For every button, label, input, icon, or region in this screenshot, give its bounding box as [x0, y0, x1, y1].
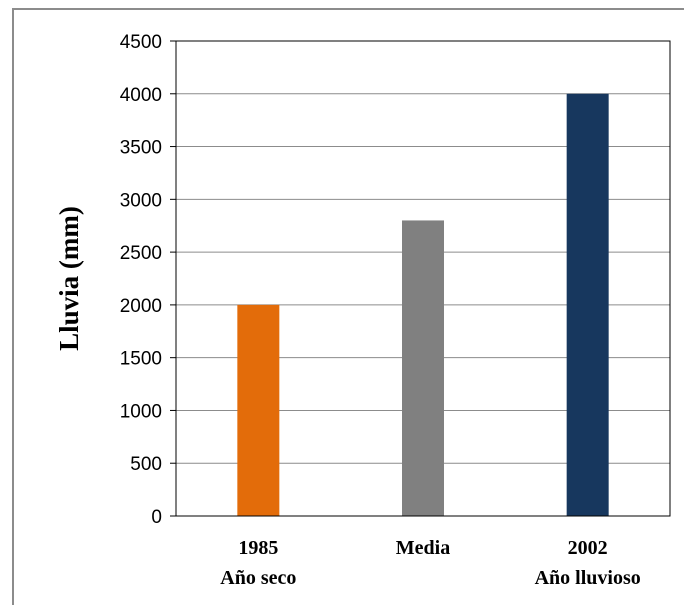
y-tick-label: 3500	[120, 138, 162, 159]
y-tick-label: 500	[130, 454, 162, 475]
x-category-labels: 1985 Año seco Media 2002 Año lluvioso	[220, 537, 640, 589]
x-category-label: 2002	[568, 537, 608, 559]
y-tick-label: 1500	[120, 349, 162, 370]
bar-layer	[237, 93, 609, 517]
y-tick-label: 2500	[120, 243, 162, 264]
bar	[566, 93, 609, 517]
y-tick-label: 3000	[120, 190, 162, 211]
x-category-sublabel: Año lluvioso	[535, 567, 641, 589]
plot-area-border	[175, 40, 671, 517]
x-category-label: 1985	[238, 537, 278, 559]
x-category-label: Media	[396, 537, 450, 559]
y-tick-label: 0	[151, 507, 162, 528]
y-tick-label: 1000	[120, 401, 162, 422]
bar	[237, 304, 280, 516]
x-category-sublabel: Año seco	[220, 567, 296, 589]
y-axis-title: Lluvia (mm)	[54, 206, 84, 351]
y-tick-label: 4000	[120, 85, 162, 106]
y-tick-label: 2000	[120, 296, 162, 317]
bar	[402, 220, 444, 516]
y-tick-labels: 0 500 1000 1500 2000 2500 3000 3500 4000 4500	[120, 32, 162, 528]
y-tick-label: 4500	[120, 32, 162, 53]
